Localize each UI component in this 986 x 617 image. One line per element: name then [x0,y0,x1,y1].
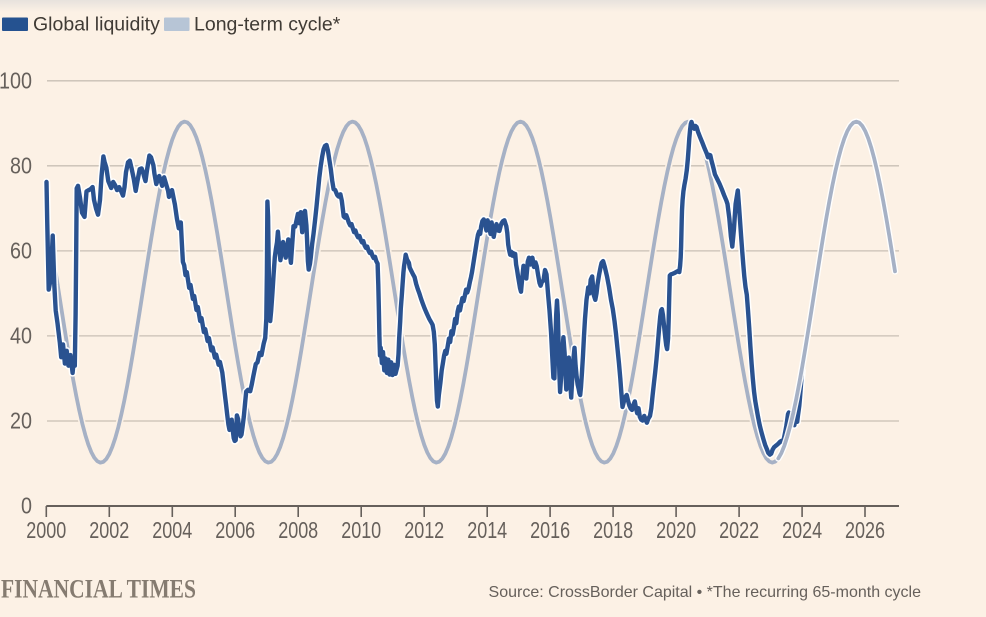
svg-text:Long-term cycle*: Long-term cycle* [194,14,341,36]
svg-text:2004: 2004 [152,517,192,543]
svg-text:2002: 2002 [89,517,129,543]
svg-text:40: 40 [10,323,32,349]
svg-text:2024: 2024 [782,517,822,543]
svg-text:2020: 2020 [656,517,696,543]
svg-text:2000: 2000 [26,517,66,543]
svg-text:2008: 2008 [278,517,318,543]
svg-text:2012: 2012 [404,517,444,543]
svg-text:2010: 2010 [341,517,381,543]
svg-text:80: 80 [10,153,32,179]
svg-text:0: 0 [21,493,32,519]
svg-text:60: 60 [10,238,32,264]
svg-text:2022: 2022 [719,517,759,543]
svg-text:Global liquidity: Global liquidity [33,14,160,36]
svg-text:2006: 2006 [215,517,255,543]
svg-text:FINANCIAL TIMES: FINANCIAL TIMES [1,575,196,604]
svg-text:100: 100 [0,68,32,94]
svg-text:Source: CrossBorder Capital •: Source: CrossBorder Capital • *The recur… [489,584,922,601]
svg-text:20: 20 [10,408,32,434]
svg-text:2016: 2016 [530,517,570,543]
svg-text:2018: 2018 [593,517,633,543]
svg-text:2014: 2014 [467,517,507,543]
svg-text:2026: 2026 [845,517,885,543]
